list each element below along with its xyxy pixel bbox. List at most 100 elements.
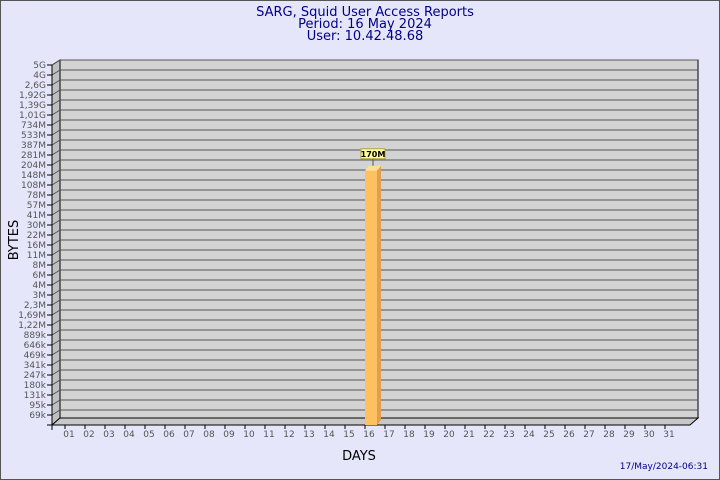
- y-tick-label: 78M: [27, 191, 46, 201]
- gridline-side: [51, 59, 61, 66]
- gridline-side: [51, 319, 61, 326]
- x-axis-label: DAYS: [342, 449, 376, 464]
- y-tick-label: 11M: [27, 251, 46, 261]
- y-tick-label: 2,3M: [24, 301, 46, 311]
- x-tick-label: 28: [603, 430, 615, 440]
- y-tick-label: 281M: [21, 151, 46, 161]
- x-tick-label: 09: [223, 430, 235, 440]
- y-tick-label: 148M: [21, 171, 46, 181]
- y-tick-label: 4M: [33, 281, 47, 291]
- y-tick-label: 204M: [21, 161, 46, 171]
- timestamp: 17/May/2024-06:31: [620, 462, 708, 472]
- gridline-side: [51, 249, 61, 256]
- y-tick-label: 734M: [21, 121, 46, 131]
- x-tick-label: 16: [363, 430, 375, 440]
- y-tick-label: 1,92G: [19, 91, 46, 101]
- y-tick-label: 22M: [27, 231, 46, 241]
- gridline-side: [51, 69, 61, 76]
- gridline-side: [51, 329, 61, 336]
- gridline-side: [51, 269, 61, 276]
- gridline-side: [51, 109, 61, 116]
- y-tick-label: 533M: [21, 131, 46, 141]
- x-tick-label: 22: [483, 430, 494, 440]
- x-tick-label: 29: [623, 430, 635, 440]
- gridline-side: [51, 119, 61, 126]
- gridline-side: [51, 379, 61, 386]
- y-tick-label: 5G: [33, 61, 46, 71]
- y-tick-label: 8M: [33, 261, 47, 271]
- x-tick-label: 11: [263, 430, 274, 440]
- gridline-side: [51, 189, 61, 196]
- chart-title: SARG, Squid User Access Reports: [256, 5, 474, 20]
- x-tick-label: 13: [303, 430, 314, 440]
- gridline-side: [51, 99, 61, 106]
- y-tick-label: 4G: [33, 71, 46, 81]
- gridline-side: [51, 129, 61, 136]
- x-tick-label: 21: [463, 430, 474, 440]
- y-tick-label: 889k: [24, 331, 47, 341]
- y-tick-label: 95k: [29, 401, 46, 411]
- x-tick-label: 05: [143, 430, 154, 440]
- gridline-side: [51, 299, 61, 306]
- gridline-side: [51, 159, 61, 166]
- gridline-side: [51, 199, 61, 206]
- x-tick-label: 12: [283, 430, 294, 440]
- x-tick-label: 07: [183, 430, 194, 440]
- x-tick-label: 02: [83, 430, 94, 440]
- y-tick-label: 69k: [29, 411, 46, 421]
- x-tick-label: 08: [203, 430, 215, 440]
- x-tick-label: 31: [663, 430, 674, 440]
- gridline-side: [51, 369, 61, 376]
- x-tick-label: 15: [343, 430, 354, 440]
- gridline-side: [51, 229, 61, 236]
- x-tick-label: 04: [123, 430, 135, 440]
- y-tick-label: 247k: [24, 371, 47, 381]
- x-tick-label: 01: [63, 430, 74, 440]
- y-tick-label: 3M: [33, 291, 47, 301]
- x-tick-label: 25: [543, 430, 554, 440]
- gridline-side: [51, 339, 61, 346]
- y-tick-label: 1,69M: [18, 311, 46, 321]
- y-tick-label: 6M: [33, 271, 47, 281]
- chart-subtitle-user: User: 10.42.48.68: [307, 29, 423, 44]
- y-tick-label: 30M: [27, 221, 46, 231]
- x-tick-label: 23: [503, 430, 514, 440]
- x-tick-label: 18: [403, 430, 415, 440]
- y-tick-label: 131k: [24, 391, 47, 401]
- y-tick-label: 469k: [24, 351, 47, 361]
- gridline-side: [51, 219, 61, 226]
- x-tick-label: 14: [323, 430, 335, 440]
- bar-top: [365, 165, 381, 171]
- x-tick-label: 30: [643, 430, 655, 440]
- gridline-side: [51, 89, 61, 96]
- x-tick-label: 03: [103, 430, 114, 440]
- gridline-side: [51, 359, 61, 366]
- gridline-side: [51, 209, 61, 216]
- gridline-side: [51, 389, 61, 396]
- y-tick-label: 2,6G: [25, 81, 46, 91]
- x-tick-label: 06: [163, 430, 175, 440]
- gridline-side: [51, 79, 61, 86]
- bar-day-16: [365, 170, 377, 425]
- x-tick-label: 17: [383, 430, 394, 440]
- y-tick-label: 387M: [21, 141, 46, 151]
- x-tick-label: 24: [523, 430, 535, 440]
- x-tick-label: 19: [423, 430, 435, 440]
- x-tick-label: 27: [583, 430, 594, 440]
- y-tick-label: 1,39G: [19, 101, 46, 111]
- gridline-side: [51, 409, 61, 416]
- gridline-side: [51, 259, 61, 266]
- y-tick-label: 1,01G: [19, 111, 46, 121]
- y-tick-label: 16M: [27, 241, 46, 251]
- gridline-side: [51, 179, 61, 186]
- x-tick-label: 20: [443, 430, 455, 440]
- data-label: 170M: [361, 150, 386, 159]
- y-tick-label: 1,22M: [18, 321, 46, 331]
- y-tick-label: 108M: [21, 181, 46, 191]
- gridline-side: [51, 169, 61, 176]
- y-tick-label: 41M: [27, 211, 46, 221]
- y-tick-label: 57M: [27, 201, 46, 211]
- gridline-side: [51, 149, 61, 156]
- chart-subtitle-period: Period: 16 May 2024: [298, 17, 432, 32]
